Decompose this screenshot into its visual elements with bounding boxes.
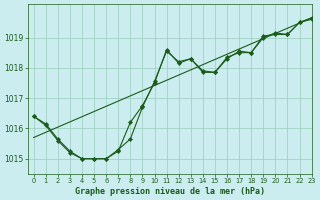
X-axis label: Graphe pression niveau de la mer (hPa): Graphe pression niveau de la mer (hPa) <box>75 187 265 196</box>
